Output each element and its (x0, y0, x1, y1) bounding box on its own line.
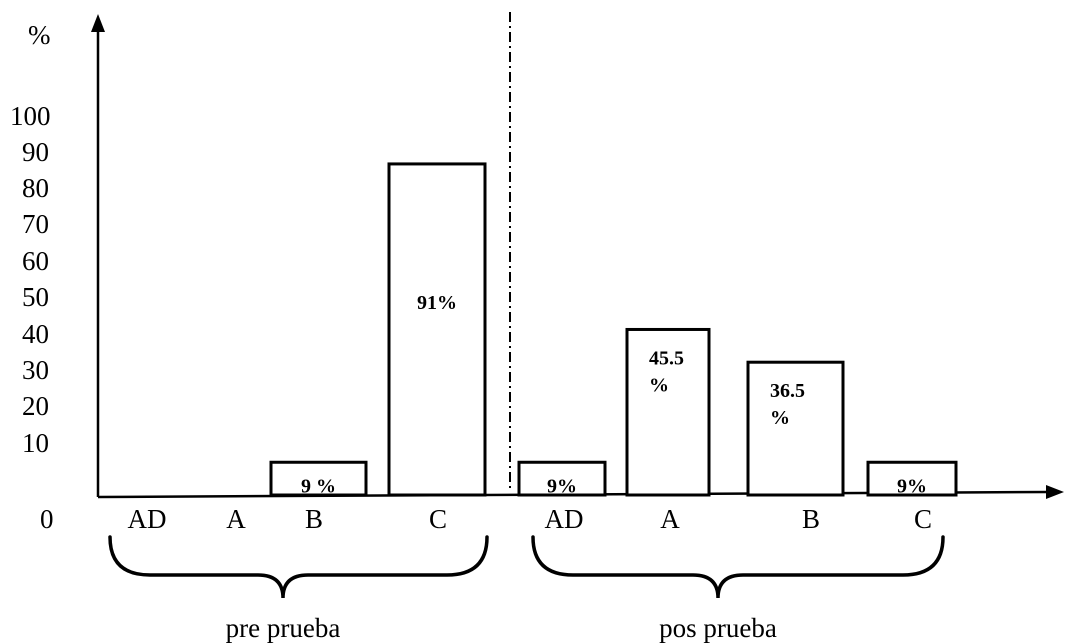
category-label: AD (128, 504, 167, 534)
y-tick-label: 60 (22, 246, 49, 276)
data-label: 9% (897, 475, 927, 497)
bar-pre-prueba-C (387, 162, 487, 497)
y-axis-label: % (28, 20, 51, 50)
category-label: B (802, 504, 820, 534)
group-braces: pre prueba pos prueba (108, 535, 945, 643)
group-brace (531, 535, 945, 599)
data-label: 36.5 (770, 380, 805, 402)
x-axis-arrow (1046, 485, 1064, 499)
y-tick-label: 90 (22, 137, 49, 167)
y-tick-label: 20 (22, 391, 49, 421)
axes: % (28, 14, 1064, 499)
data-label: 45.5 (649, 347, 684, 369)
bars: 9 % 91% 9% 45.5% 36.5% 9% (269, 162, 958, 497)
y-tick-label: 100 (10, 101, 51, 131)
bar-pos-prueba-AD (517, 460, 607, 497)
group-label: pre prueba (226, 613, 341, 643)
data-label: 9 % (301, 475, 336, 497)
group-label: pos prueba (659, 613, 777, 643)
y-tick-label: 0 (40, 504, 54, 534)
y-tick-label: 80 (22, 173, 49, 203)
category-label: A (660, 504, 680, 534)
category-label: B (305, 504, 323, 534)
y-axis-arrow (91, 14, 105, 32)
bar-pos-prueba-A (625, 327, 711, 497)
y-tick-label: 40 (22, 319, 49, 349)
category-labels: AD A B C AD A B C (128, 504, 933, 534)
y-tick-label: 70 (22, 209, 49, 239)
y-tick-label: 50 (22, 282, 49, 312)
y-tick-label: 30 (22, 355, 49, 385)
y-ticks: 0 10 20 30 40 50 60 70 80 90 100 (10, 101, 54, 534)
data-label: 9% (547, 475, 577, 497)
data-label: % (649, 374, 669, 396)
data-label: % (770, 407, 790, 429)
group-brace (108, 535, 489, 599)
category-label: C (914, 504, 932, 534)
bar-pos-prueba-C (866, 460, 958, 497)
bar-pre-prueba-B (269, 460, 368, 497)
y-tick-label: 10 (22, 428, 49, 458)
category-label: A (226, 504, 246, 534)
data-label: 91% (417, 292, 457, 314)
category-label: AD (545, 504, 584, 534)
category-label: C (429, 504, 447, 534)
bar-pos-prueba-B (746, 360, 845, 497)
